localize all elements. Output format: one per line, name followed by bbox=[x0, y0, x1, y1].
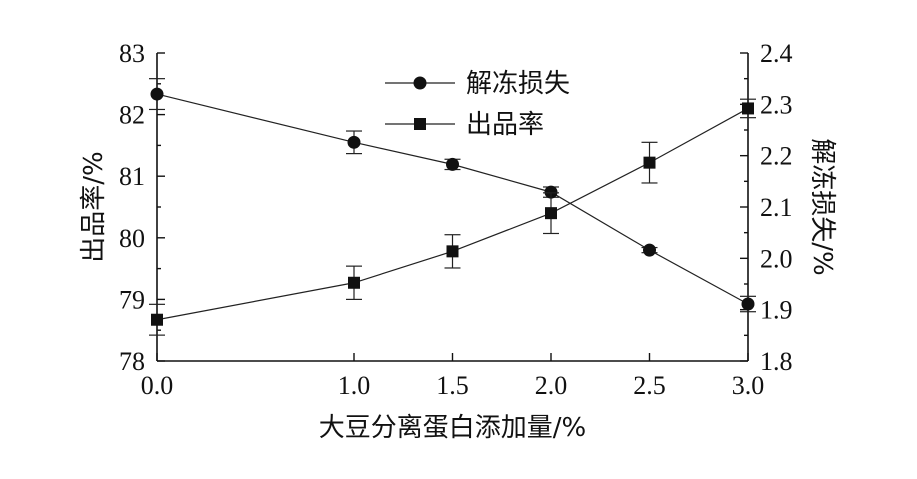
data-point bbox=[151, 313, 163, 326]
x-tick-label: 1.5 bbox=[436, 371, 469, 400]
data-point bbox=[741, 297, 755, 311]
x-tick-label: 1.0 bbox=[338, 371, 371, 400]
y-left-tick-label: 78 bbox=[119, 347, 145, 376]
y-left-tick-label: 80 bbox=[119, 224, 145, 253]
y-left-tick-label: 81 bbox=[119, 162, 145, 191]
y-right-tick-label: 2.3 bbox=[760, 90, 793, 119]
series-line-1 bbox=[156, 93, 749, 305]
y-axis-right-title: 解冻损失/% bbox=[807, 138, 837, 275]
y-right-tick-label: 1.9 bbox=[760, 296, 793, 325]
chart-axes: 0.0 1.0 1.5 2.0 2.5 3.0 78 79 80 81 82 83 1.8 1.9 2.0 2… bbox=[79, 39, 837, 443]
legend-marker bbox=[414, 118, 426, 130]
y-left-tick-label: 82 bbox=[119, 101, 145, 130]
data-point bbox=[643, 243, 656, 257]
y-right-tick-label: 1.8 bbox=[760, 347, 793, 376]
x-tick-label: 0.0 bbox=[141, 371, 174, 400]
data-point bbox=[348, 276, 360, 289]
data-point bbox=[446, 245, 459, 258]
data-point bbox=[742, 102, 754, 115]
x-tick-label: 2.5 bbox=[633, 371, 666, 400]
data-point bbox=[544, 185, 558, 199]
y-right-tick-label: 2.4 bbox=[760, 39, 793, 68]
data-point bbox=[446, 157, 459, 171]
y-axis-left-title: 出品率/% bbox=[79, 151, 109, 262]
data-point bbox=[545, 207, 557, 220]
legend-label: 解冻损失 bbox=[466, 69, 570, 99]
data-point bbox=[150, 87, 164, 101]
x-tick-label: 2.0 bbox=[535, 371, 568, 400]
y-right-tick-label: 2.2 bbox=[760, 142, 793, 171]
y-right-tick-label: 2.0 bbox=[760, 244, 793, 273]
series-line-2 bbox=[156, 107, 749, 321]
y-right-tick-label: 2.1 bbox=[760, 193, 793, 222]
legend-marker bbox=[413, 76, 427, 90]
data-point bbox=[643, 156, 656, 169]
y-left-tick-label: 79 bbox=[119, 285, 145, 314]
legend-label: 出品率 bbox=[466, 110, 544, 140]
x-tick-label: 3.0 bbox=[732, 371, 765, 400]
data-point bbox=[347, 135, 361, 149]
chart-series bbox=[149, 78, 756, 336]
y-left-tick-label: 83 bbox=[119, 39, 145, 68]
x-axis-title: 大豆分离蛋白添加量/% bbox=[319, 413, 586, 443]
